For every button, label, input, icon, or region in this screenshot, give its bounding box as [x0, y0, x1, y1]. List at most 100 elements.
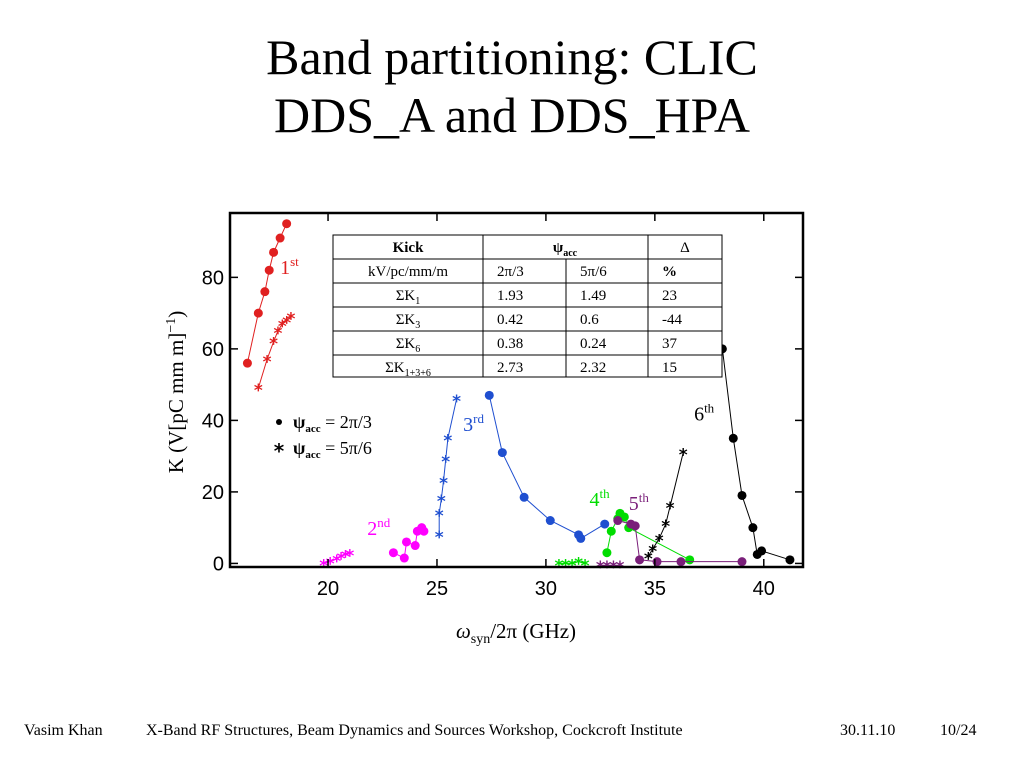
- cell-sub: 1: [415, 296, 420, 307]
- band-label: 6th: [694, 400, 715, 425]
- y-axis-end: ): [164, 311, 188, 318]
- cell-symbol: ψ: [553, 240, 564, 256]
- band-number: 1: [280, 257, 290, 279]
- x-tick-label: 25: [426, 578, 448, 600]
- data-point: *: [437, 492, 446, 512]
- series-line: [647, 452, 684, 557]
- data-point: *: [452, 392, 461, 412]
- table-cell: 2.73: [497, 360, 523, 376]
- table-cell: ΣK3: [396, 312, 421, 331]
- table-cell: ΣK1: [396, 288, 421, 307]
- y-tick-label: 0: [213, 553, 224, 575]
- plot-frame: [228, 211, 805, 569]
- table-cell: Kick: [393, 240, 424, 256]
- band-label: 1st: [280, 254, 299, 279]
- legend-marker-dot: [276, 419, 282, 425]
- data-point: [737, 557, 747, 567]
- data-point: [613, 516, 623, 526]
- band-number: 3: [463, 414, 473, 436]
- table-cell: ψacc: [553, 240, 578, 259]
- series: [242, 219, 292, 368]
- legend-symbol: ψ: [293, 412, 306, 432]
- footer-page: 10/24: [940, 722, 977, 739]
- table-cell: kV/pc/mm/m: [368, 264, 448, 280]
- data-point: *: [443, 431, 452, 451]
- kick-factor-chart: ************************* **** ******1st2n…: [164, 211, 805, 647]
- band-ordinal: th: [599, 486, 610, 501]
- x-axis-symbol: ω: [456, 619, 471, 643]
- x-axis-sub: syn: [471, 632, 490, 647]
- series: [388, 523, 429, 563]
- legend: ψacc = 2π/3* ψacc = 5π/6: [274, 412, 372, 463]
- series: *******: [254, 310, 296, 402]
- data-point: [685, 555, 695, 565]
- legend-value: = 2π/3: [321, 412, 372, 432]
- y-axis-sup: −1: [164, 318, 179, 333]
- data-point: *: [282, 313, 291, 333]
- data-point: *: [345, 546, 354, 566]
- data-point: [602, 548, 612, 558]
- table-cell: 0.42: [497, 312, 523, 328]
- table-cell: Δ: [680, 240, 690, 256]
- series-line: [323, 552, 350, 564]
- data-point: *: [661, 517, 670, 537]
- table-cell: 1.49: [580, 288, 606, 304]
- cell-sub: 3: [415, 320, 420, 331]
- table-cell: ΣK1+3+6: [385, 360, 431, 379]
- slide-title: Band partitioning: CLIC DDS_A and DDS_HP…: [0, 28, 1024, 144]
- data-point: [401, 537, 411, 547]
- cell-symbol: kV/pc/mm/m: [368, 264, 448, 280]
- legend-marker-star: *: [274, 439, 285, 463]
- band-label: 4th: [589, 486, 610, 511]
- data-point: *: [574, 555, 583, 575]
- table-cell: 2π/3: [497, 264, 524, 280]
- data-point: *: [337, 549, 346, 569]
- series-line: [488, 395, 605, 540]
- data-point: [484, 390, 494, 400]
- legend-entry: ψacc = 5π/6: [293, 438, 372, 461]
- title-line-2: DDS_A and DDS_HPA: [273, 87, 751, 143]
- data-point: [275, 233, 285, 243]
- x-tick-label: 20: [317, 578, 339, 600]
- table-cell: 5π/6: [580, 264, 607, 280]
- data-point: *: [441, 453, 450, 473]
- y-axis-label: K (V[pC mm m]−1): [164, 311, 188, 473]
- table-cell: 23: [662, 288, 677, 304]
- table-cell: 37: [662, 336, 678, 352]
- data-point: [399, 553, 409, 563]
- footer-event: X-Band RF Structures, Beam Dynamics and …: [146, 722, 683, 739]
- data-point: [635, 555, 645, 565]
- series-line: [438, 398, 458, 535]
- table-cell: %: [662, 264, 677, 280]
- x-axis-rest: /2π (GHz): [490, 619, 576, 643]
- data-point: [576, 533, 586, 543]
- y-tick-label: 80: [202, 267, 224, 289]
- table-cell: 2.32: [580, 360, 606, 376]
- data-point: *: [644, 549, 653, 569]
- data-point: [600, 519, 610, 529]
- band-number: 5: [629, 493, 639, 515]
- data-point: [757, 546, 767, 556]
- data-point: *: [679, 446, 688, 466]
- data-point: *: [273, 324, 282, 344]
- data-point: [260, 287, 270, 297]
- cell-symbol: ΣK: [396, 288, 416, 304]
- table-cell: 0.24: [580, 336, 607, 352]
- y-tick-label: 20: [202, 482, 224, 504]
- series: *****: [555, 555, 590, 577]
- data-point: *: [435, 506, 444, 526]
- band-ordinal: nd: [377, 515, 391, 530]
- data-point: [606, 526, 616, 536]
- series: ******: [319, 546, 354, 576]
- data-point: *: [655, 531, 664, 551]
- cell-symbol: ΣK: [396, 336, 416, 352]
- title-line-1: Band partitioning: CLIC: [266, 29, 758, 85]
- kick-table: Kick ψacc ΔkV/pc/mm/m 2π/3 5π/6 %ΣK1 1.93 1.49 2…: [332, 234, 723, 379]
- cell-symbol: ΣK: [396, 312, 416, 328]
- band-label: 5th: [629, 490, 650, 515]
- data-point: [242, 358, 252, 368]
- cell-sub: acc: [563, 248, 577, 259]
- footer-date: 30.11.10: [840, 722, 896, 739]
- data-point: [264, 265, 274, 275]
